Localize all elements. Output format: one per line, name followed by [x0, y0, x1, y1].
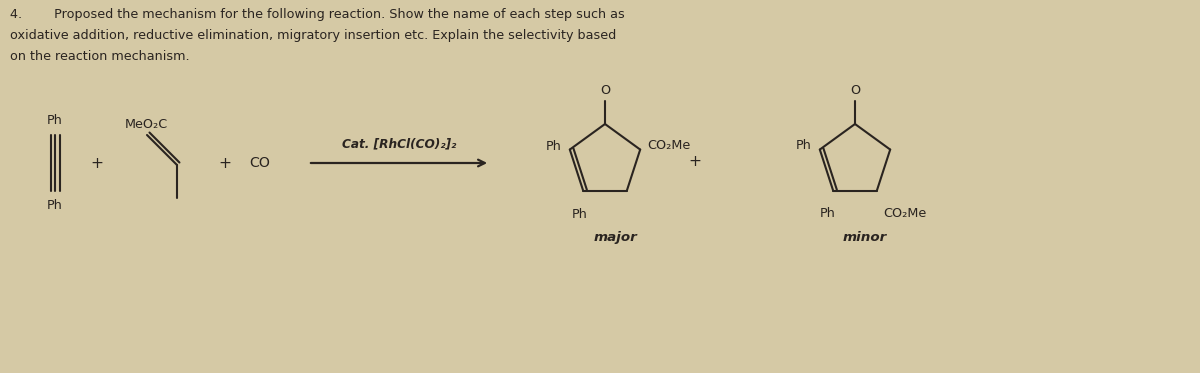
- Text: O: O: [850, 84, 860, 97]
- Text: +: +: [218, 156, 232, 170]
- Text: minor: minor: [842, 231, 887, 244]
- Text: CO: CO: [250, 156, 270, 170]
- Text: MeO₂C: MeO₂C: [125, 118, 168, 131]
- Text: oxidative addition, reductive elimination, migratory insertion etc. Explain the : oxidative addition, reductive eliminatio…: [10, 29, 617, 42]
- Text: Cat. [RhCl(CO)₂]₂: Cat. [RhCl(CO)₂]₂: [342, 137, 456, 150]
- Text: Ph: Ph: [571, 208, 587, 221]
- Text: O: O: [600, 84, 610, 97]
- Text: major: major: [593, 231, 637, 244]
- Text: Ph: Ph: [47, 114, 62, 127]
- Text: Ph: Ph: [546, 140, 562, 153]
- Text: Ph: Ph: [47, 199, 62, 212]
- Text: 4.        Proposed the mechanism for the following reaction. Show the name of ea: 4. Proposed the mechanism for the follow…: [10, 8, 625, 21]
- Text: Ph: Ph: [820, 207, 835, 220]
- Text: Ph: Ph: [796, 139, 812, 152]
- Text: on the reaction mechanism.: on the reaction mechanism.: [10, 50, 190, 63]
- Text: +: +: [689, 154, 702, 169]
- Text: CO₂Me: CO₂Me: [883, 207, 926, 220]
- Text: CO₂Me: CO₂Me: [647, 139, 690, 152]
- Text: +: +: [90, 156, 103, 170]
